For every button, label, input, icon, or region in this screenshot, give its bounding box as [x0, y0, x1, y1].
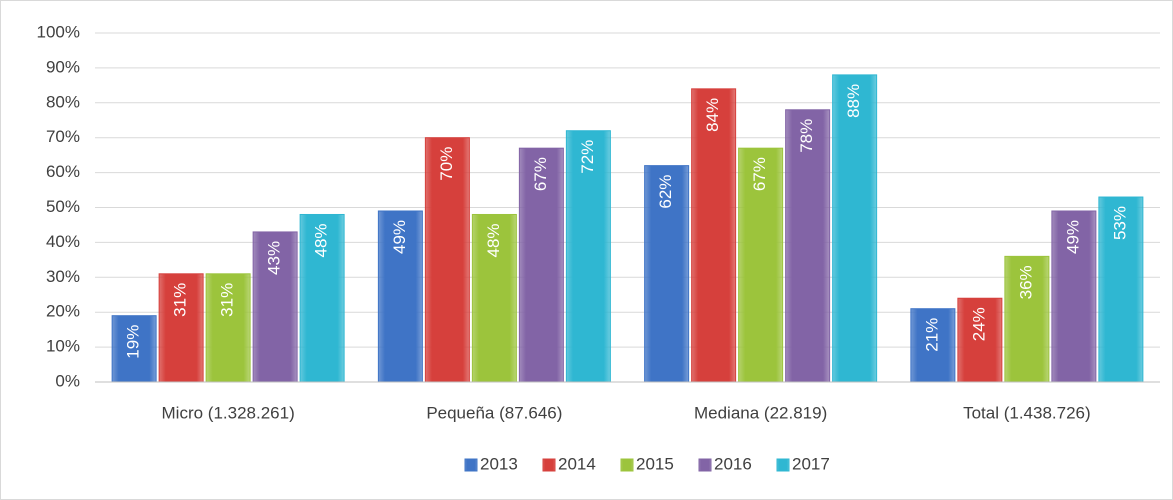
- value-label: 19%: [124, 325, 143, 359]
- value-label: 53%: [1110, 206, 1129, 240]
- bar: [518, 147, 564, 383]
- y-tick-label: 100%: [37, 22, 80, 41]
- legend-label: 2015: [636, 454, 674, 473]
- legend-label: 2013: [480, 454, 518, 473]
- bar: [424, 137, 470, 383]
- bar: [832, 74, 878, 383]
- y-tick-label: 30%: [46, 267, 80, 286]
- bar: [252, 231, 298, 383]
- legend-label: 2016: [714, 454, 752, 473]
- value-label: 88%: [844, 84, 863, 118]
- bar: [1051, 210, 1097, 383]
- legend-label: 2014: [558, 454, 596, 473]
- value-label: 49%: [1063, 220, 1082, 254]
- x-tick-label: Mediana (22.819): [694, 403, 827, 422]
- value-label: 67%: [750, 157, 769, 191]
- value-label: 31%: [218, 283, 237, 317]
- x-tick-label: Pequeña (87.646): [426, 403, 562, 422]
- legend-swatch: [776, 458, 790, 472]
- value-label: 43%: [265, 241, 284, 275]
- y-tick-label: 50%: [46, 197, 80, 216]
- y-tick-label: 70%: [46, 127, 80, 146]
- value-label: 36%: [1016, 265, 1035, 299]
- value-label: 24%: [969, 307, 988, 341]
- bar: [377, 210, 423, 383]
- value-label: 21%: [922, 318, 941, 352]
- x-tick-label: Total (1.438.726): [963, 403, 1091, 422]
- bar: [205, 273, 251, 383]
- bar: [565, 130, 611, 383]
- y-tick-label: 40%: [46, 232, 80, 251]
- legend-label: 2017: [792, 454, 830, 473]
- value-label: 84%: [703, 98, 722, 132]
- y-tick-label: 20%: [46, 302, 80, 321]
- y-tick-label: 60%: [46, 162, 80, 181]
- y-tick-label: 10%: [46, 337, 80, 356]
- bar: [785, 109, 831, 383]
- legend-swatch: [698, 458, 712, 472]
- value-label: 70%: [437, 147, 456, 181]
- bar: [738, 147, 784, 383]
- value-label: 31%: [171, 283, 190, 317]
- y-tick-label: 80%: [46, 92, 80, 111]
- value-label: 48%: [484, 223, 503, 257]
- bar: [957, 297, 1003, 383]
- bar: [910, 308, 956, 383]
- bar: [1004, 255, 1050, 383]
- y-tick-label: 0%: [55, 371, 80, 390]
- value-label: 67%: [531, 157, 550, 191]
- value-label: 49%: [390, 220, 409, 254]
- x-tick-label: Micro (1.328.261): [162, 403, 295, 422]
- legend-swatch: [542, 458, 556, 472]
- legend-swatch: [464, 458, 478, 472]
- bar: [299, 213, 345, 383]
- value-label: 48%: [312, 223, 331, 257]
- bar: [158, 273, 204, 383]
- bar: [644, 165, 690, 383]
- legend-swatch: [620, 458, 634, 472]
- value-label: 78%: [797, 119, 816, 153]
- value-label: 72%: [578, 140, 597, 174]
- value-label: 62%: [656, 175, 675, 209]
- bar: [1098, 196, 1144, 383]
- y-tick-label: 90%: [46, 57, 80, 76]
